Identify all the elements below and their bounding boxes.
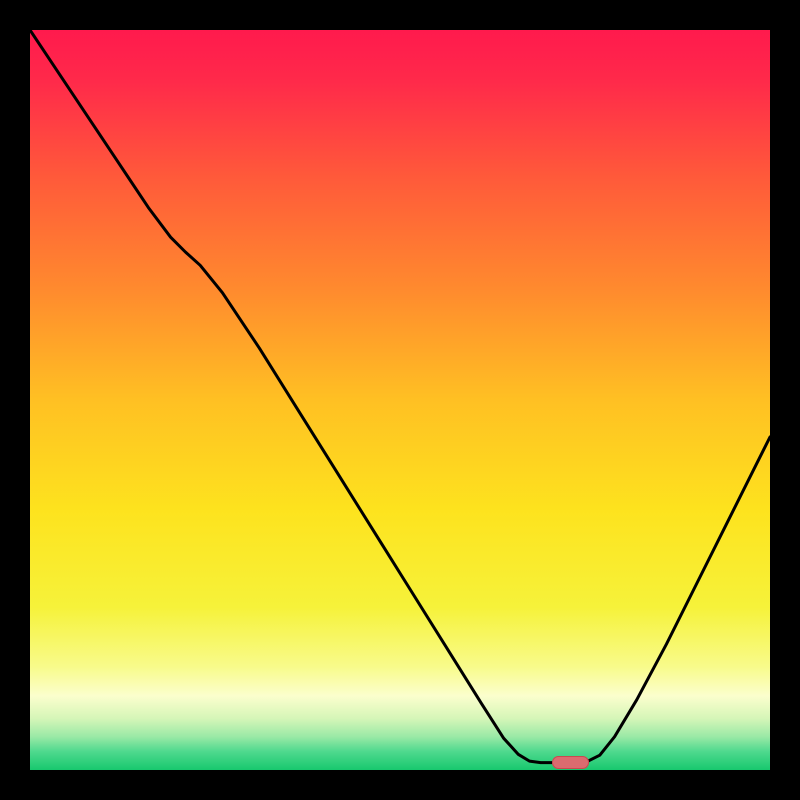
curve-path xyxy=(30,30,770,763)
optimal-marker xyxy=(552,756,589,769)
plot-area xyxy=(30,30,770,770)
bottleneck-curve xyxy=(30,30,770,770)
chart-frame: TheBottleneck.com xyxy=(0,0,800,800)
